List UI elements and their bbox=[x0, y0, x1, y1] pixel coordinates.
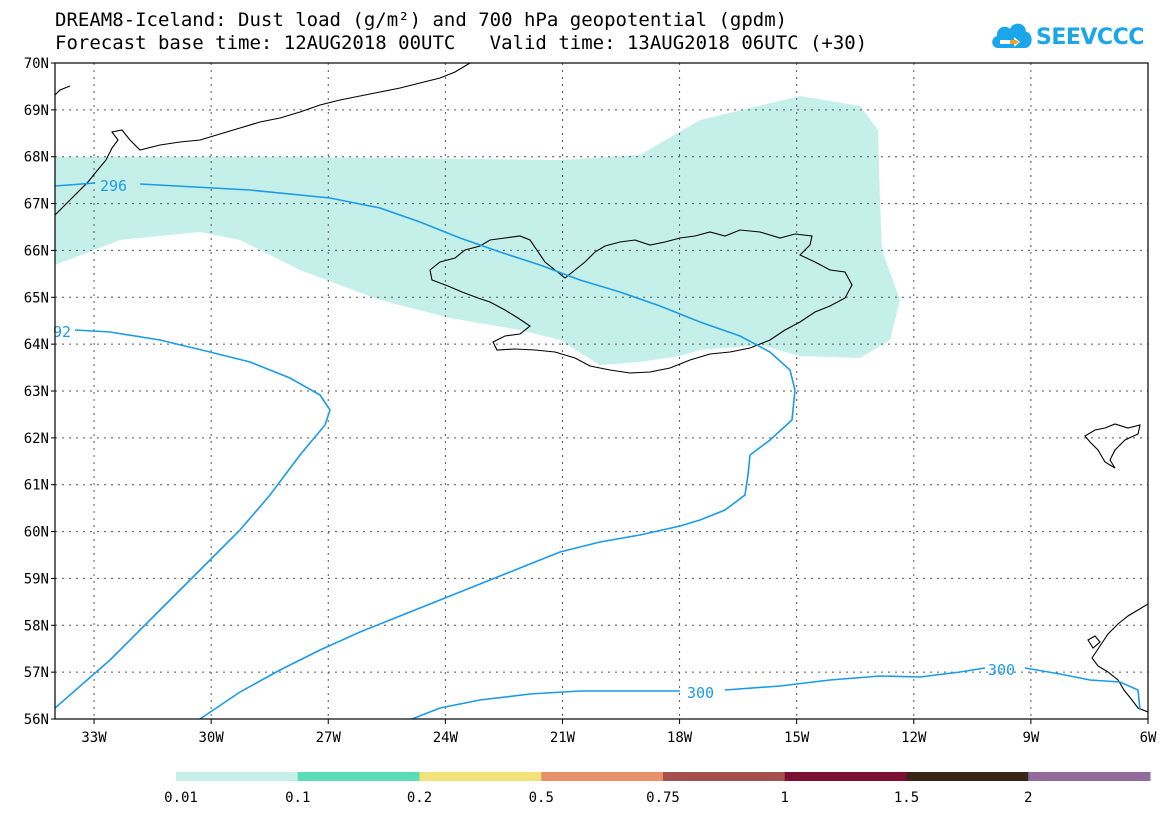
lat-tick-label: 63N bbox=[24, 384, 49, 400]
colorbar-swatch bbox=[297, 772, 420, 781]
lat-tick-label: 57N bbox=[24, 665, 49, 681]
lat-tick-label: 59N bbox=[24, 571, 49, 587]
map-title: DREAM8-Iceland: Dust load (g/m²) and 700… bbox=[55, 9, 788, 31]
contour-label: 296 bbox=[100, 177, 127, 195]
map-subtitle: Forecast base time: 12AUG2018 00UTC Vali… bbox=[55, 32, 868, 54]
faroe-coastline bbox=[1084, 423, 1141, 469]
lat-tick-label: 64N bbox=[24, 337, 49, 353]
contour-label: 300 bbox=[988, 661, 1015, 679]
lon-tick-label: 24W bbox=[433, 730, 459, 746]
lat-tick-label: 69N bbox=[24, 103, 49, 119]
coastlines bbox=[55, 63, 1148, 713]
colorbar-label: 1.5 bbox=[894, 790, 919, 806]
contour-label: 300 bbox=[687, 684, 714, 702]
lat-tick-label: 67N bbox=[24, 197, 49, 213]
colorbar-swatch bbox=[784, 772, 907, 781]
contour-label: 92 bbox=[53, 323, 71, 341]
contour-labels: 296 92 300 300 bbox=[53, 177, 1015, 702]
logo-text: SEEVCCC bbox=[1036, 25, 1144, 50]
colorbar-swatch bbox=[906, 772, 1029, 781]
colorbar-swatch bbox=[1028, 772, 1151, 781]
colorbar-label: 0.01 bbox=[164, 790, 198, 806]
colorbar-label: 0.1 bbox=[285, 790, 310, 806]
greenland-coastline bbox=[55, 63, 471, 216]
lat-tick-label: 65N bbox=[24, 290, 49, 306]
scotland-coastline bbox=[1091, 603, 1148, 713]
lat-tick-label: 58N bbox=[24, 618, 49, 634]
lat-tick-label: 70N bbox=[24, 56, 49, 72]
lon-tick-label: 15W bbox=[784, 730, 810, 746]
lon-tick-label: 27W bbox=[316, 730, 342, 746]
longitude-axis: 33W 30W 27W 24W 21W 18W 15W 12W 9W 6W bbox=[81, 719, 1157, 746]
lon-tick-label: 12W bbox=[901, 730, 927, 746]
gridlines bbox=[55, 63, 1148, 719]
colorbar-swatch bbox=[176, 772, 299, 781]
colorbar-label: 0.5 bbox=[529, 790, 554, 806]
colorbar-swatch bbox=[541, 772, 664, 781]
contour-296 bbox=[55, 182, 796, 719]
lat-tick-label: 61N bbox=[24, 478, 49, 494]
colorbar-label: 2 bbox=[1024, 790, 1032, 806]
colorbar-label: 0.2 bbox=[407, 790, 432, 806]
colorbar: 0.01 0.1 0.2 0.5 0.75 1 1.5 2 bbox=[164, 772, 1151, 806]
lon-tick-label: 9W bbox=[1022, 730, 1039, 746]
colorbar-swatch bbox=[663, 772, 786, 781]
lon-tick-label: 33W bbox=[81, 730, 107, 746]
lon-tick-label: 6W bbox=[1140, 730, 1157, 746]
lat-tick-label: 68N bbox=[24, 150, 49, 166]
contour-300 bbox=[411, 667, 1141, 719]
geopotential-contours bbox=[55, 182, 1141, 719]
latitude-axis: 70N 69N 68N 67N 66N 65N 64N 63N 62N 61N 60N 59N 58N 5… bbox=[24, 56, 55, 728]
colorbar-swatch bbox=[419, 772, 542, 781]
lat-tick-label: 56N bbox=[24, 712, 49, 728]
lat-tick-label: 60N bbox=[24, 525, 49, 541]
lon-tick-label: 18W bbox=[667, 730, 693, 746]
contour-292 bbox=[55, 329, 331, 709]
seevccc-logo: SEEVCCC bbox=[990, 18, 1150, 58]
colorbar-label: 0.75 bbox=[646, 790, 680, 806]
cloud-icon bbox=[992, 23, 1032, 48]
dust-load-area bbox=[55, 96, 900, 365]
lat-tick-label: 66N bbox=[24, 243, 49, 259]
lon-tick-label: 21W bbox=[550, 730, 576, 746]
colorbar-label: 1 bbox=[781, 790, 789, 806]
lat-tick-label: 62N bbox=[24, 431, 49, 447]
lon-tick-label: 30W bbox=[198, 730, 224, 746]
iceland-coastline bbox=[429, 229, 853, 374]
